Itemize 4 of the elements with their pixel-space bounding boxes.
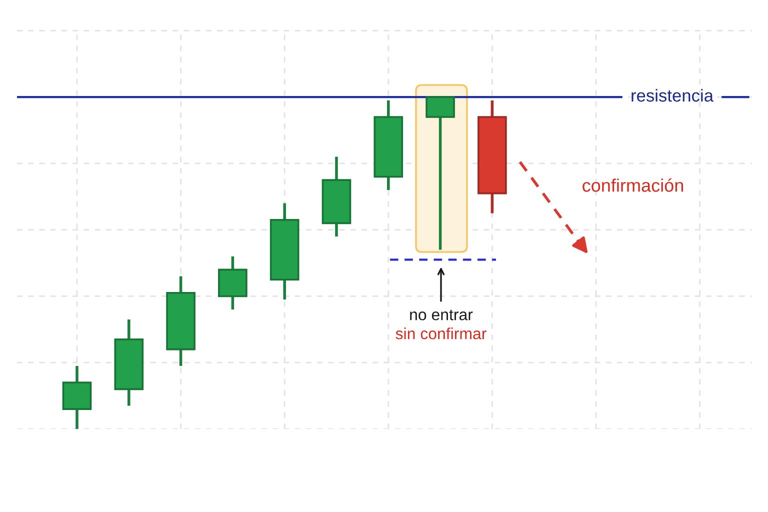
ref-line-label: resistencia [632,88,714,102]
text: confirmación [582,178,684,192]
annotation: sin confirmar [396,328,486,340]
annotation: no entrar [410,310,473,320]
